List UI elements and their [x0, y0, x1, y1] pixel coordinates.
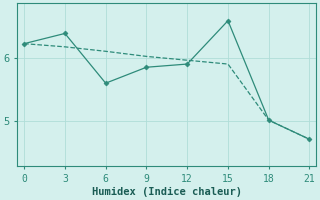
X-axis label: Humidex (Indice chaleur): Humidex (Indice chaleur)	[92, 186, 242, 197]
